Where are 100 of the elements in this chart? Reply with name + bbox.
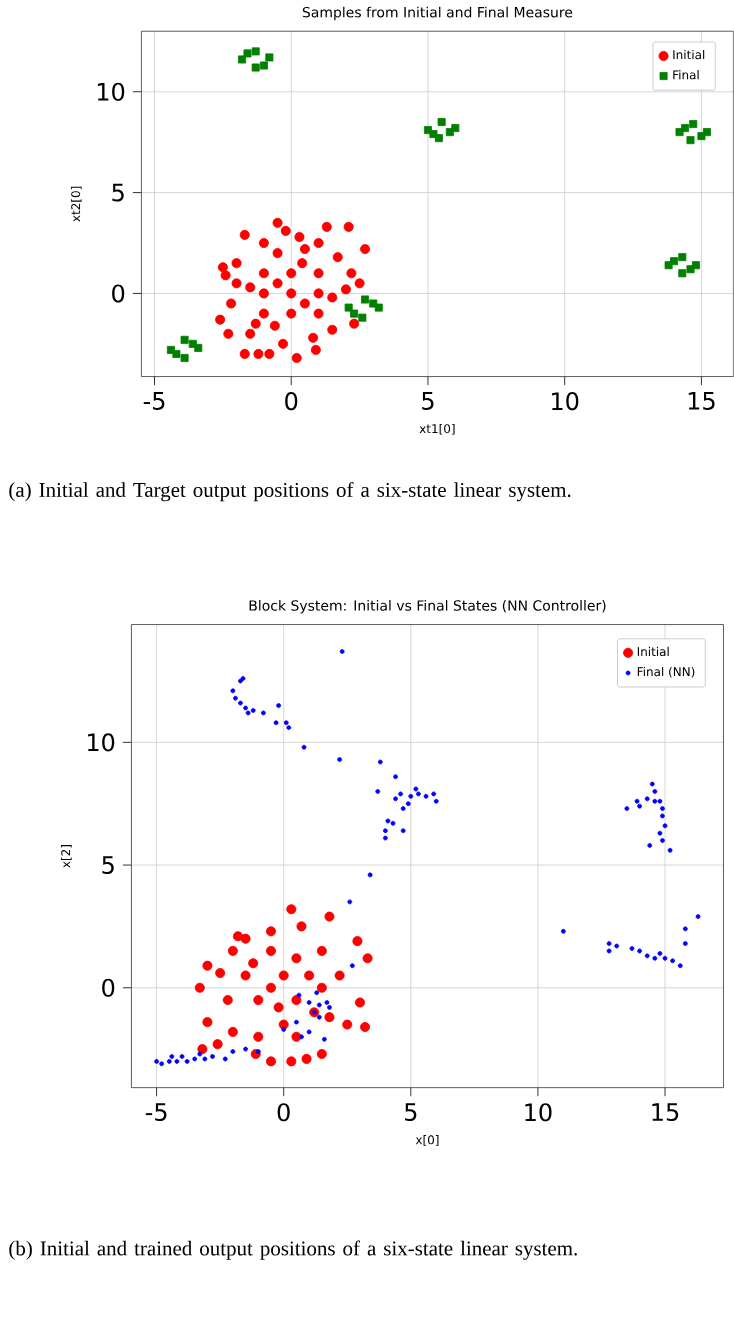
point	[239, 229, 250, 240]
point	[297, 258, 308, 269]
point	[253, 348, 264, 359]
point	[258, 268, 269, 279]
point	[231, 278, 242, 289]
point	[215, 968, 226, 979]
y-tick-label: 10	[88, 733, 115, 752]
point	[321, 221, 332, 232]
x-tick-label: 10	[552, 392, 579, 411]
point	[259, 61, 268, 70]
point	[226, 298, 237, 309]
point	[180, 354, 189, 362]
point	[280, 225, 291, 236]
point	[316, 1049, 327, 1060]
point	[269, 320, 280, 331]
point	[316, 945, 327, 956]
point	[686, 265, 695, 274]
y-tick-label: 10	[98, 82, 125, 101]
point	[245, 282, 256, 293]
point	[202, 960, 213, 971]
point	[250, 318, 261, 329]
point	[272, 278, 283, 289]
point	[678, 253, 687, 262]
point	[253, 1031, 264, 1042]
point	[202, 1017, 213, 1028]
point	[291, 353, 302, 363]
point	[361, 295, 370, 304]
point	[291, 953, 302, 964]
point	[258, 238, 269, 249]
point	[231, 258, 242, 269]
point	[212, 1039, 223, 1050]
point	[332, 252, 343, 263]
point	[313, 288, 324, 299]
point	[266, 945, 277, 956]
point	[316, 982, 327, 993]
x-tick-label: 0	[277, 1103, 290, 1122]
point	[355, 997, 366, 1008]
point	[273, 1002, 284, 1013]
point	[678, 269, 687, 278]
point	[278, 970, 289, 981]
point	[350, 309, 359, 318]
point	[327, 324, 338, 335]
point	[437, 118, 446, 126]
point	[686, 136, 695, 145]
text: (a) Initial and Target output positions of a six-state linear system.	[9, 482, 571, 502]
point	[239, 348, 250, 359]
point	[346, 268, 357, 279]
x-tick-label: 10	[525, 1103, 552, 1122]
point	[258, 308, 269, 319]
point	[188, 339, 197, 348]
point	[217, 262, 228, 273]
point	[286, 268, 297, 279]
x-tick-label: -5	[145, 1103, 167, 1122]
point	[324, 1012, 335, 1023]
point	[313, 308, 324, 319]
y-tick-label: 5	[102, 856, 114, 874]
point	[354, 278, 365, 289]
y-tick-label: 0	[102, 978, 115, 997]
point	[308, 332, 319, 343]
point	[286, 904, 297, 915]
point	[251, 63, 260, 72]
point	[310, 344, 321, 355]
point	[194, 982, 205, 993]
x-tick-label: 15	[652, 1103, 679, 1122]
point	[215, 314, 226, 325]
point	[251, 47, 260, 56]
point	[362, 953, 373, 964]
point	[294, 231, 305, 242]
point	[342, 1019, 353, 1030]
point	[300, 298, 310, 309]
point	[291, 995, 302, 1006]
point	[304, 970, 315, 981]
point	[369, 299, 378, 308]
point	[286, 1056, 297, 1067]
point	[689, 120, 698, 128]
point	[245, 328, 256, 339]
point	[429, 130, 438, 139]
point	[233, 931, 244, 942]
point	[313, 268, 324, 279]
point	[243, 49, 252, 58]
x-tick-label: 15	[688, 392, 715, 410]
point	[272, 248, 283, 259]
x-tick-label: 5	[405, 1103, 417, 1122]
point	[223, 328, 234, 339]
point	[264, 348, 275, 359]
point	[341, 284, 352, 295]
point	[227, 945, 238, 956]
point	[334, 970, 345, 981]
point	[286, 308, 297, 319]
point	[324, 911, 335, 922]
point	[278, 338, 289, 349]
point	[301, 1053, 312, 1064]
point	[327, 292, 338, 303]
point	[266, 1056, 277, 1067]
point	[240, 933, 251, 944]
y-tick-label: 5	[112, 183, 124, 202]
point	[253, 995, 264, 1006]
point	[296, 921, 307, 932]
point	[445, 128, 454, 137]
point	[670, 257, 679, 266]
